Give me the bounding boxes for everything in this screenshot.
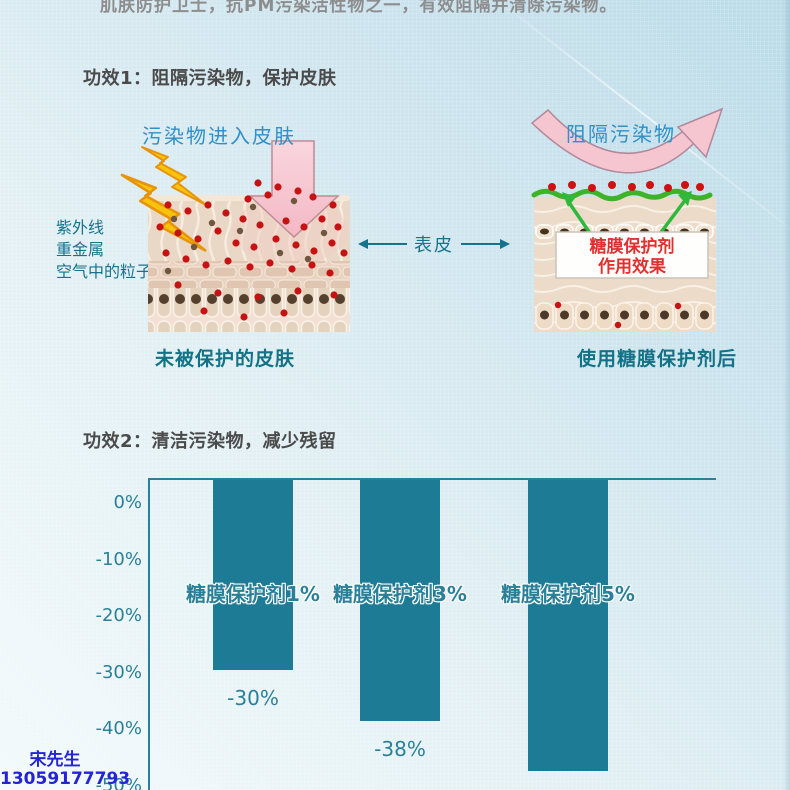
pollutant-label-uv: 紫外线 bbox=[56, 218, 105, 237]
protective-film-layer bbox=[531, 188, 713, 202]
y-tick-label: -10% bbox=[95, 548, 142, 570]
arrow-right-icon bbox=[500, 239, 510, 249]
y-tick-label: -40% bbox=[95, 718, 142, 739]
effect-box-line1: 糖膜保护剂 bbox=[589, 237, 675, 257]
epidermis-double-arrow: 表皮 bbox=[358, 231, 510, 257]
contact-name: 宋先生 bbox=[29, 750, 81, 770]
heavy-metal-dots bbox=[164, 197, 328, 275]
bar bbox=[528, 480, 608, 771]
bar bbox=[213, 480, 293, 670]
unprotected-diagram-title: 污染物进入皮肤 bbox=[142, 124, 296, 148]
bar-value-label: -46% bbox=[542, 787, 594, 790]
y-tick-label: 0% bbox=[113, 492, 142, 513]
bar-category-label: 糖膜保护剂5% bbox=[501, 582, 635, 606]
pollutant-dots bbox=[156, 179, 348, 321]
bar-category-label: 糖膜保护剂1% bbox=[186, 582, 320, 606]
bar-value-label: -30% bbox=[227, 686, 279, 710]
skin-cell-row-lower bbox=[535, 301, 714, 330]
effect2-heading: 功效2：清洁污染物，减少残留 bbox=[83, 431, 337, 452]
watermark-contact: 宋先生 13059177793 bbox=[0, 750, 131, 789]
protected-skin-illustration bbox=[530, 107, 724, 332]
skin-cell-layer bbox=[148, 288, 350, 332]
pollutant-labels: 紫外线 重金属 空气中的粒子 bbox=[56, 217, 152, 283]
contact-phone: 13059177793 bbox=[0, 769, 131, 789]
blocked-arrow-head bbox=[676, 107, 724, 159]
unprotected-skin-caption: 未被保护的皮肤 bbox=[155, 348, 296, 370]
bar bbox=[360, 480, 440, 721]
bar-value-label: -38% bbox=[374, 737, 426, 761]
unprotected-skin-illustration bbox=[120, 140, 350, 332]
effect-box bbox=[555, 231, 709, 279]
y-tick-label: -50% bbox=[95, 774, 142, 790]
intro-text: 肌肤防护卫士，抗PM污染活性物之一，有效阻隔并清除污染物。 bbox=[100, 0, 618, 16]
y-tick-label: -20% bbox=[95, 605, 142, 626]
pollutant-label-air-particles: 空气中的粒子 bbox=[56, 262, 153, 281]
pollutant-label-heavy-metal: 重金属 bbox=[56, 240, 105, 259]
effect-box-text: 糖膜保护剂 作用效果 bbox=[556, 237, 708, 277]
protected-skin-caption: 使用糖膜保护剂后 bbox=[577, 348, 738, 370]
arrow-left-icon bbox=[358, 239, 368, 249]
blocked-pollutant-dots bbox=[548, 181, 704, 192]
lightning-bolt-icon bbox=[120, 173, 207, 252]
y-tick-label: -30% bbox=[95, 661, 142, 683]
y-axis-line bbox=[148, 478, 150, 790]
x-axis-line bbox=[148, 478, 716, 480]
protected-diagram-title: 阻隔污染物 bbox=[566, 122, 676, 146]
bar-category-label: 糖膜保护剂3% bbox=[333, 582, 467, 606]
epidermis-label: 表皮 bbox=[414, 235, 454, 256]
effect1-heading: 功效1：阻隔污染物，保护皮肤 bbox=[83, 68, 337, 89]
effect-box-line2: 作用效果 bbox=[598, 257, 666, 277]
